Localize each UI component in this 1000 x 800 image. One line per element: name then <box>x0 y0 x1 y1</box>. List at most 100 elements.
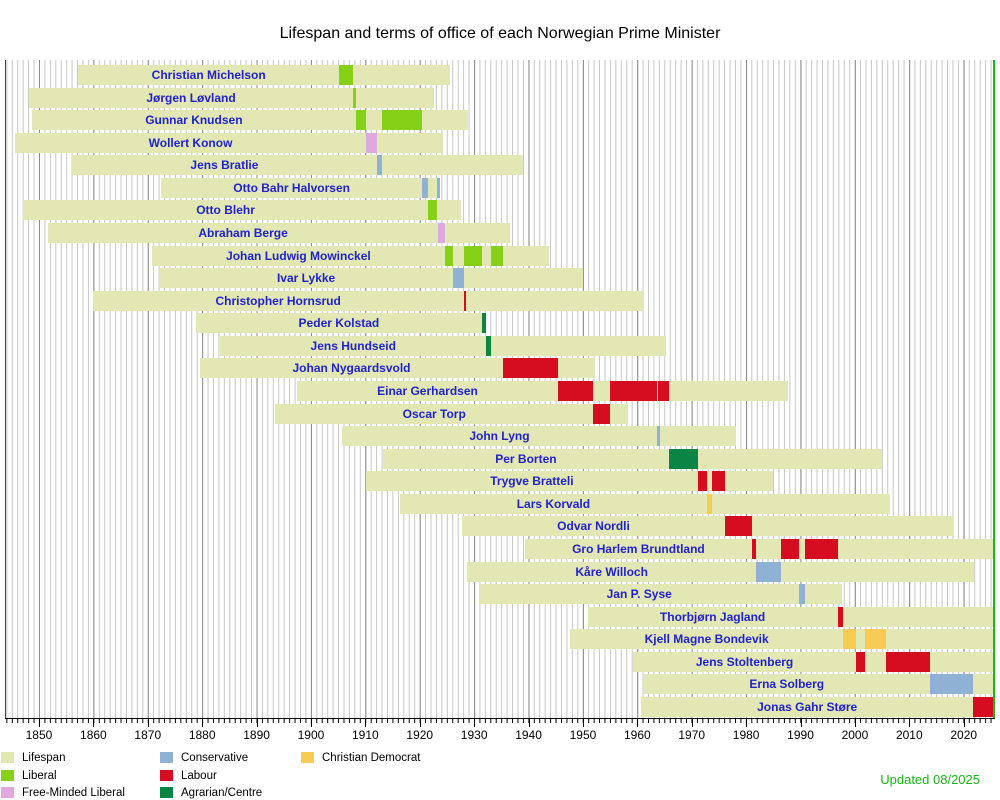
term-bar <box>706 493 713 514</box>
term-bar <box>353 87 356 108</box>
term-bar <box>752 538 756 559</box>
x-axis-tick <box>202 719 204 727</box>
term-bar <box>463 290 467 311</box>
term-bar <box>382 110 423 131</box>
legend-label: Free-Minded Liberal <box>22 787 125 799</box>
lifespan-bar <box>640 696 995 717</box>
pm-name-label: Kjell Magne Bondevik <box>644 632 769 647</box>
lifespan-legend-swatch <box>1 752 14 763</box>
term-bar <box>712 471 725 492</box>
term-bar <box>668 448 699 469</box>
lifespan-bar <box>633 651 995 672</box>
x-axis-tick <box>909 719 911 727</box>
x-axis-tick <box>474 719 476 727</box>
legend-label: Agrarian/Centre <box>181 787 263 799</box>
term-bar <box>837 606 843 627</box>
term-bar <box>593 403 611 424</box>
now-line <box>993 60 996 718</box>
x-axis-tick <box>93 719 95 727</box>
pm-name-label: Per Borten <box>495 451 557 466</box>
pm-name-label: Lars Korvald <box>516 496 591 511</box>
term-bar <box>427 200 438 221</box>
term-bar <box>558 380 594 401</box>
tick-label: 1870 <box>134 728 162 742</box>
pm-name-label: Kåre Willoch <box>575 564 648 579</box>
term-bar <box>755 561 781 582</box>
x-axis-tick <box>310 719 312 727</box>
pm-name-label: Gunnar Knudsen <box>145 113 243 128</box>
lifespan-bar <box>158 268 583 289</box>
pm-name-label: Wollert Konow <box>148 135 233 150</box>
tick-label: 1910 <box>352 728 379 742</box>
lifespan-bar <box>365 471 773 492</box>
pm-name-label: Trygve Bratteli <box>490 474 574 489</box>
pm-name-label: Otto Bahr Halvorsen <box>233 180 350 195</box>
tick-label: 1990 <box>787 728 814 742</box>
term-bar <box>481 313 486 334</box>
x-axis-tick <box>854 719 856 727</box>
x-axis-tick <box>147 719 149 727</box>
term-bar <box>973 696 995 717</box>
pm-name-label: John Lyng <box>469 429 530 444</box>
pm-name-label: Erna Solberg <box>749 677 825 692</box>
term-bar <box>657 380 669 401</box>
tick-label: 1850 <box>25 728 53 742</box>
legend-label: Labour <box>181 769 217 782</box>
x-axis: 1850 1860 1870 1880 1890 1900 1910 1920 1930 1940… <box>5 718 995 742</box>
term-bar <box>929 674 974 695</box>
labour-legend-swatch <box>160 769 173 781</box>
lifespan-bar <box>479 584 843 605</box>
tick-label: 1940 <box>515 728 542 742</box>
lifespan-bar <box>570 629 995 650</box>
free_minded-legend-swatch <box>1 787 14 798</box>
term-bar <box>856 651 865 672</box>
pm-name-label: Johan Nygaardsvold <box>292 361 411 376</box>
lifespan-bar <box>28 87 435 108</box>
tick-label: 2000 <box>841 728 869 742</box>
term-bar <box>453 268 464 289</box>
lifespan-bar <box>220 335 666 356</box>
term-bar <box>339 65 354 85</box>
tick-label: 1950 <box>569 728 597 742</box>
term-bar <box>698 471 707 492</box>
legend: Lifespan Liberal Free-Minded Liberal Conser… <box>0 752 1000 800</box>
pm-name-label: Jens Bratlie <box>190 158 259 173</box>
lifespan-bar <box>524 538 995 559</box>
x-axis-tick <box>38 719 40 727</box>
lifespan-bar <box>383 448 883 469</box>
lifespan-bar <box>47 222 510 243</box>
tick-label: 2020 <box>950 728 978 742</box>
lifespan-bar <box>23 200 461 221</box>
x-axis-tick <box>582 719 584 727</box>
term-bar <box>438 222 445 243</box>
term-bar <box>886 651 930 672</box>
term-bar <box>486 335 492 356</box>
tick-label: 1960 <box>623 728 651 742</box>
term-bar <box>780 538 800 559</box>
term-bar <box>444 245 454 266</box>
tick-label: 1890 <box>243 728 270 742</box>
pm-name-label: Oscar Torp <box>402 406 466 421</box>
x-axis-tick <box>528 719 530 727</box>
pm-name-label: Jens Hundseid <box>310 338 396 353</box>
legend-label: Liberal <box>22 769 57 782</box>
lifespan-bar <box>71 155 524 176</box>
x-axis-minor-ticks <box>5 719 995 723</box>
pm-name-label: Odvar Nordli <box>557 519 630 534</box>
x-axis-tick <box>691 719 693 727</box>
lifespan-bar <box>462 516 953 537</box>
pm-name-label: Jonas Gahr Støre <box>757 699 858 714</box>
x-axis-tick <box>800 719 802 727</box>
tick-label: 1860 <box>80 728 107 742</box>
pm-name-label: Jørgen Løvland <box>146 90 236 105</box>
lifespan-bar <box>643 674 995 695</box>
pm-name-label: Thorbjørn Jagland <box>659 609 766 624</box>
term-bar <box>842 629 857 650</box>
lifespan-bar <box>467 561 975 582</box>
lifespan-bar <box>341 426 736 447</box>
term-bar <box>799 584 806 605</box>
term-bar <box>437 177 440 198</box>
term-bar <box>377 155 383 176</box>
term-bar <box>864 629 887 650</box>
conservative-legend-swatch <box>160 752 173 763</box>
